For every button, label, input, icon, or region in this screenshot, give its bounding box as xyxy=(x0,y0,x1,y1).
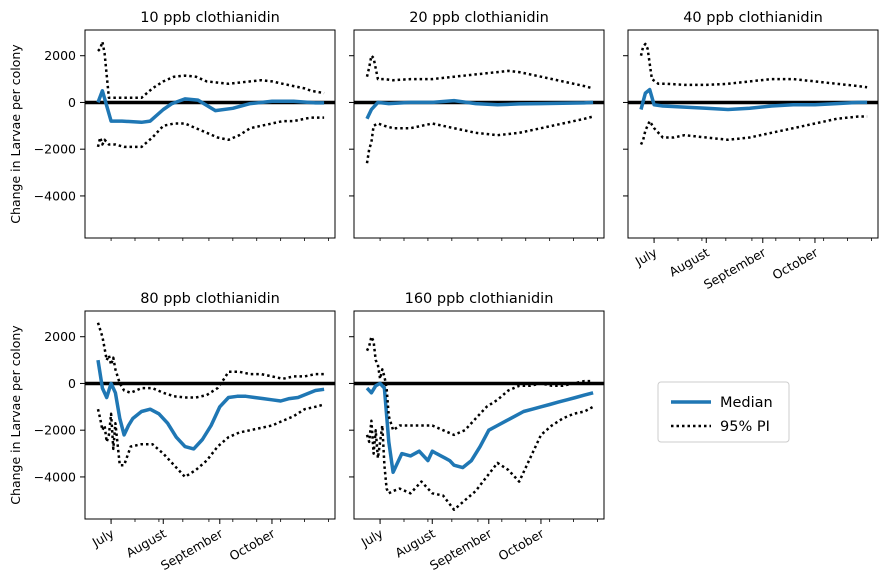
legend-pi-label: 95% PI xyxy=(720,419,770,435)
pi-upper-line xyxy=(96,322,325,399)
axes-frame xyxy=(84,29,336,239)
median-line xyxy=(96,359,325,451)
y-tick-label: 2000 xyxy=(44,48,76,63)
x-tick-label: August xyxy=(123,526,168,561)
pi-lower-line xyxy=(96,116,325,149)
y-axis-label-bottom: Change in Larvae per colony xyxy=(8,325,23,505)
pi-upper-line xyxy=(639,42,868,89)
pi-upper-line xyxy=(365,335,594,437)
panel-4: 80 ppb clothianidin 2000 0 −2000 −4000 July Au… xyxy=(34,291,336,573)
panels: 10 ppb clothianidin 2000 0 −2000 −4000 20 ppb… xyxy=(34,10,879,573)
x-tick-label: October xyxy=(770,244,822,282)
axes-frame xyxy=(627,29,879,239)
plot-area xyxy=(85,322,335,479)
y-axis-label-top: Change in Larvae per colony xyxy=(8,44,23,224)
pi-lower-line xyxy=(639,115,868,146)
plot-area xyxy=(628,42,878,146)
x-tick-label: July xyxy=(358,525,386,550)
panel-title: 20 ppb clothianidin xyxy=(409,10,549,26)
median-line xyxy=(639,87,868,112)
panel-title: 80 ppb clothianidin xyxy=(140,291,280,307)
x-tick-label: July xyxy=(89,525,117,550)
y-tick-label: −2000 xyxy=(34,423,76,438)
median-line xyxy=(96,89,325,125)
pi-lower-line xyxy=(365,115,594,164)
plot-area xyxy=(354,54,604,164)
panel-2: 20 ppb clothianidin xyxy=(349,10,605,241)
x-tick-label: August xyxy=(666,245,711,280)
plot-area xyxy=(85,40,335,149)
x-tick-label: October xyxy=(227,525,279,563)
panel-title: 40 ppb clothianidin xyxy=(683,10,823,26)
panel-title: 10 ppb clothianidin xyxy=(140,10,280,26)
axes-frame xyxy=(84,310,336,520)
x-tick-label: September xyxy=(158,525,226,573)
panel-title: 160 ppb clothianidin xyxy=(405,291,554,307)
legend-frame xyxy=(657,381,790,443)
axes-frame xyxy=(353,310,605,520)
x-tick-label: August xyxy=(392,526,437,561)
median-line xyxy=(365,381,594,475)
y-tick-label: 0 xyxy=(68,95,76,110)
panel-1: 10 ppb clothianidin 2000 0 −2000 −4000 xyxy=(34,10,336,241)
x-tick-label: October xyxy=(496,525,548,563)
pi-upper-line xyxy=(365,54,594,90)
y-tick-label: −4000 xyxy=(34,469,76,484)
legend-median-label: Median xyxy=(720,395,773,411)
pi-lower-line xyxy=(96,403,325,479)
median-line xyxy=(365,98,594,120)
y-tick-label: −2000 xyxy=(34,142,76,157)
y-tick-label: −4000 xyxy=(34,188,76,203)
pi-lower-line xyxy=(365,405,594,511)
x-tick-label: September xyxy=(701,244,769,292)
x-tick-label: September xyxy=(427,525,495,573)
axes-frame xyxy=(353,29,605,239)
plot-area xyxy=(354,335,604,511)
y-tick-label: 2000 xyxy=(44,329,76,344)
legend: Median 95% PI xyxy=(657,381,790,443)
x-tick-label: July xyxy=(632,244,660,269)
y-tick-label: 0 xyxy=(68,376,76,391)
pi-upper-line xyxy=(97,40,325,100)
